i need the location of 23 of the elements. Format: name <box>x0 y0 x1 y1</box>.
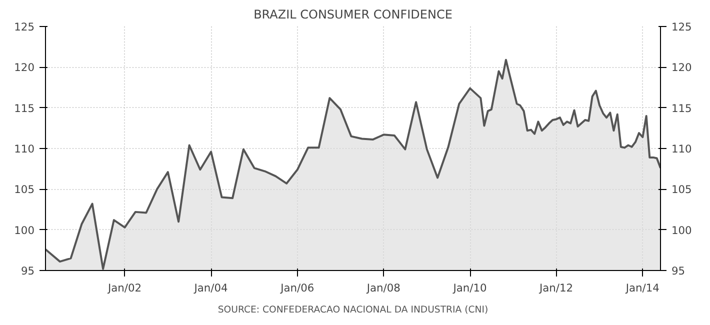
x-tick-label: Jan/12 <box>538 282 574 294</box>
y-tick-label: 95 <box>20 264 35 278</box>
y-tick-label: 125 <box>14 20 35 34</box>
chart-title: BRAZIL CONSUMER CONFIDENCE <box>254 8 452 22</box>
source-note: SOURCE: CONFEDERACAO NACIONAL DA INDUSTRIA (CNI) <box>218 304 488 316</box>
y-tick-label: 120 <box>14 61 35 74</box>
y2-tick-label: 110 <box>672 142 692 156</box>
y-tick-label: 100 <box>14 224 35 237</box>
y-tick-label: 110 <box>14 142 35 156</box>
x-tick-label: Jan/06 <box>280 282 314 294</box>
x-tick-label: Jan/14 <box>624 282 660 294</box>
y2-tick-label: 120 <box>672 61 692 74</box>
x-tick-label: Jan/10 <box>452 282 488 294</box>
y2-tick-label: 95 <box>672 264 686 278</box>
y-tick-label: 105 <box>14 183 35 196</box>
y2-tick-label: 115 <box>672 102 692 115</box>
x-tick-label: Jan/08 <box>366 282 401 294</box>
y2-tick-label: 125 <box>672 20 692 34</box>
y2-tick-label: 105 <box>672 183 692 196</box>
x-tick-label: Jan/04 <box>193 282 228 294</box>
y2-tick-label: 100 <box>672 224 692 237</box>
x-tick-label: Jan/02 <box>106 282 142 294</box>
y-tick-label: 115 <box>14 102 35 115</box>
